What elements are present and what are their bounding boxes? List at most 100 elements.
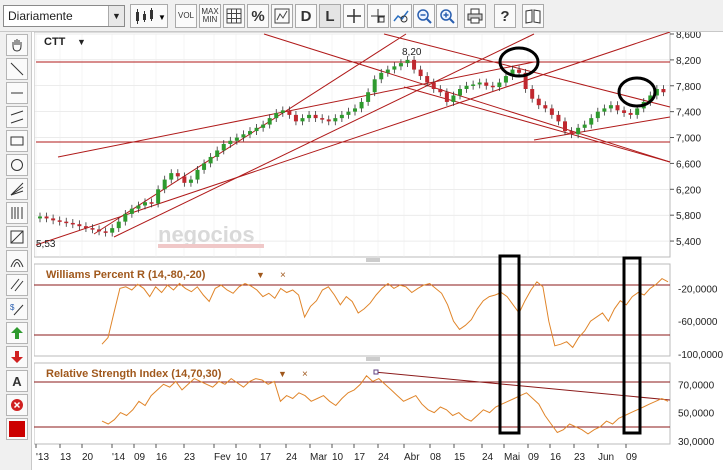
ellipse-tool[interactable] — [6, 154, 28, 176]
print-button[interactable] — [464, 4, 486, 28]
time-tick-label: Fev — [214, 452, 231, 463]
hand-icon — [12, 39, 22, 52]
candle-body — [195, 169, 200, 180]
price-grid — [34, 33, 670, 242]
zoom-chart-icon — [393, 10, 409, 23]
time-tick-label: 24 — [378, 452, 390, 463]
channel-tool[interactable] — [6, 106, 28, 128]
volume-button[interactable]: VOL — [175, 4, 197, 28]
pan-tool[interactable] — [6, 34, 28, 56]
gann-tool[interactable] — [6, 226, 28, 248]
williams-close-icon[interactable]: × — [280, 270, 286, 281]
time-tick-label: Abr — [404, 452, 420, 463]
candle-body — [110, 228, 115, 233]
crosshair-cursor-button[interactable] — [367, 4, 389, 28]
chart-area[interactable]: negocios CTT ▼ 8,20 5,53 8,600 8,200 7,800… — [33, 30, 723, 470]
candle-body — [372, 79, 377, 93]
rsi-trendline[interactable] — [373, 371, 671, 401]
candlestick-series — [38, 56, 666, 237]
arc-tool[interactable] — [6, 250, 28, 272]
text-a-icon: A — [12, 373, 22, 389]
rsi-panel — [33, 362, 671, 445]
candle-body — [582, 124, 587, 128]
chart-type-dropdown[interactable]: ▼ — [130, 4, 168, 28]
price-tick-label: 8,600 — [676, 32, 701, 41]
book-button[interactable] — [522, 4, 544, 28]
delete-tool[interactable] — [6, 394, 28, 416]
buy-arrow-tool[interactable] — [6, 322, 28, 344]
horizontal-line-tool[interactable] — [6, 82, 28, 104]
horizontal-line-icon — [11, 92, 23, 94]
rsi-trendline-handle[interactable] — [373, 369, 379, 375]
sell-arrow-tool[interactable] — [6, 346, 28, 368]
time-tick-label: 17 — [260, 452, 272, 463]
zoom-fit-button[interactable] — [390, 4, 412, 28]
max-min-button[interactable]: MAX MIN — [199, 4, 221, 28]
candle-body — [234, 137, 239, 141]
annotation-box-2[interactable] — [622, 256, 642, 435]
chevron-down-icon[interactable]: ▼ — [108, 6, 124, 26]
time-tick-label: '13 — [36, 452, 49, 463]
candle-body — [241, 134, 246, 138]
candle-body — [97, 229, 102, 232]
candle-body — [57, 220, 62, 222]
rsi-close-icon[interactable]: × — [302, 369, 308, 380]
panel-splitter-2[interactable] — [366, 357, 380, 361]
candle-body — [320, 118, 325, 120]
color-picker[interactable] — [6, 418, 28, 440]
candle-body — [464, 85, 469, 89]
d-button[interactable]: D — [295, 4, 317, 28]
stock-chart-svg[interactable]: negocios CTT ▼ 8,20 5,53 8,600 8,200 7,800… — [33, 30, 723, 470]
candle-body — [280, 110, 285, 113]
price-tick-label: 8,200 — [676, 56, 701, 67]
candle-body — [359, 101, 364, 109]
williams-title[interactable]: Williams Percent R (14,-80,-20) — [46, 269, 206, 281]
candle-body — [569, 131, 574, 135]
rectangle-icon — [10, 136, 24, 146]
candle-body — [248, 131, 252, 135]
panel-splitter-1[interactable] — [366, 258, 380, 262]
fibonacci-tool[interactable] — [6, 202, 28, 224]
grid-button[interactable] — [223, 4, 245, 28]
time-tick-label: Mar — [310, 452, 328, 463]
trendlines[interactable] — [35, 31, 671, 246]
candle-body — [254, 127, 259, 132]
williams-tick-label: -20,0000 — [678, 284, 718, 295]
symbol-label[interactable]: CTT — [44, 36, 66, 48]
parallel-tool[interactable] — [6, 274, 28, 296]
rsi-title[interactable]: Relative Strength Index (14,70,30) — [46, 368, 222, 380]
candle-body — [293, 114, 298, 122]
compare-button[interactable] — [271, 4, 293, 28]
candle-body — [103, 231, 108, 233]
regression-tool[interactable]: $ — [6, 298, 28, 320]
annotation-circle-2[interactable] — [617, 76, 657, 108]
rsi-dropdown-icon[interactable]: ▼ — [278, 369, 287, 379]
compare-chart-icon — [274, 8, 290, 24]
l-button[interactable]: L — [319, 4, 341, 28]
time-tick-label: 09 — [134, 452, 146, 463]
help-button[interactable]: ? — [494, 4, 516, 28]
symbol-dropdown-icon[interactable]: ▼ — [77, 37, 86, 47]
annotation-box-1[interactable] — [498, 254, 521, 435]
book-icon — [525, 9, 541, 24]
period-select[interactable]: Diariamente ▼ — [3, 5, 125, 27]
candle-body — [339, 114, 344, 119]
text-tool[interactable]: A — [6, 370, 28, 392]
candle-body — [307, 114, 312, 119]
williams-dropdown-icon[interactable]: ▼ — [256, 270, 265, 280]
svg-text:$: $ — [10, 303, 15, 312]
crosshair-button[interactable] — [343, 4, 365, 28]
line-tool[interactable] — [6, 58, 28, 80]
arrow-down-icon — [11, 351, 23, 363]
time-tick-label: 16 — [156, 452, 168, 463]
time-tick-label: Jun — [598, 452, 614, 463]
time-axis: '13 13 20 '14 09 16 23 Fev 10 17 24 Mar 10 17 24 Abr 08 1… — [35, 444, 638, 463]
zoom-in-button[interactable] — [436, 4, 458, 28]
percent-button[interactable]: % — [247, 4, 269, 28]
candle-body — [628, 112, 633, 115]
fan-tool[interactable] — [6, 178, 28, 200]
rectangle-tool[interactable] — [6, 130, 28, 152]
annotation-circle-1[interactable] — [498, 46, 540, 78]
zoom-out-button[interactable] — [413, 4, 435, 28]
candle-body — [405, 59, 410, 64]
